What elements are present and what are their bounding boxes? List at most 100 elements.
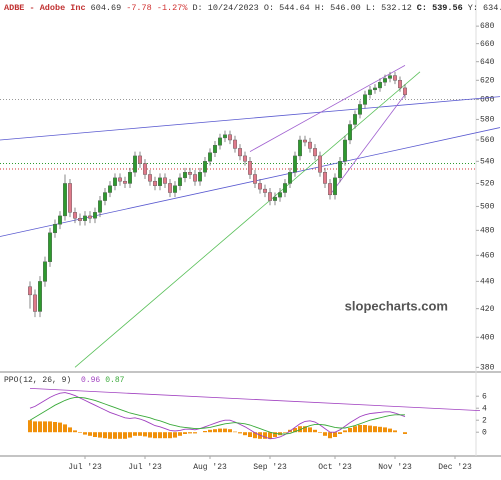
histogram-bar <box>368 425 372 433</box>
candle-body <box>393 75 398 81</box>
x-tick-label: Jul '23 <box>128 463 162 472</box>
histogram-bar <box>373 426 377 433</box>
x-tick-label: Aug '23 <box>193 463 227 472</box>
histogram-bar <box>283 432 287 433</box>
header-part: C: 539.56 <box>417 3 463 13</box>
histogram-bar <box>103 432 107 439</box>
candle-body <box>187 172 192 175</box>
candle-body <box>107 185 112 193</box>
histogram-bar <box>148 432 152 438</box>
histogram-bar <box>98 432 102 438</box>
candle-body <box>28 286 33 296</box>
histogram-bar <box>123 432 127 439</box>
candle-body <box>63 183 68 217</box>
y-tick-label: 460 <box>480 251 495 260</box>
candle-body <box>217 137 222 146</box>
histogram-bar <box>163 432 167 439</box>
candle-body <box>38 281 43 312</box>
histogram-bar <box>293 428 297 433</box>
histogram-bar <box>268 432 272 439</box>
candle-body <box>293 155 298 173</box>
candle-body <box>242 155 247 162</box>
candle-body <box>58 215 63 225</box>
histogram-bar <box>58 422 62 433</box>
legend-entry: 0.87 <box>105 376 124 385</box>
candle-body <box>33 294 38 312</box>
candle-body <box>147 174 152 182</box>
histogram-bar <box>348 428 352 433</box>
candle-body <box>157 177 162 186</box>
candle-body <box>202 161 207 173</box>
header-part: D: 10/24/2023 O: 544.64 H: 546.00 L: 532… <box>192 3 411 13</box>
candle-body <box>328 183 333 196</box>
histogram-bar <box>388 428 392 433</box>
trendline <box>249 65 406 152</box>
indicator-label: PPO(12, 26, 9) 0.96 0.87 <box>4 376 125 385</box>
candle-body <box>152 180 157 186</box>
y-tick-label: 500 <box>480 203 495 212</box>
histogram-bar <box>393 430 397 433</box>
candle-body <box>378 81 383 89</box>
candle-body <box>383 78 388 83</box>
histogram-bar <box>203 431 207 433</box>
header-part: 604.69 <box>91 3 122 13</box>
watermark: slopecharts.com <box>345 298 448 313</box>
histogram-bar <box>88 432 92 436</box>
candle-body <box>323 172 328 184</box>
histogram-bar <box>208 429 212 433</box>
candle-body <box>263 188 268 193</box>
histogram-bar <box>308 427 312 433</box>
histogram-bar <box>218 428 222 433</box>
indicator-y-tick-label: 6 <box>482 392 487 401</box>
candle-body <box>308 141 313 149</box>
histogram-bar <box>233 431 237 433</box>
indicator-name: PPO(12, 26, 9) <box>4 376 71 385</box>
histogram-bar <box>128 432 132 438</box>
histogram-bar <box>118 432 122 439</box>
candle-body <box>72 212 77 219</box>
histogram-bar <box>313 429 317 433</box>
histogram-bar <box>343 430 347 433</box>
y-tick-label: 600 <box>480 96 495 105</box>
histogram-bar <box>358 425 362 433</box>
indicator-y-tick-label: 4 <box>482 404 487 413</box>
histogram-bar <box>223 428 227 433</box>
candle-body <box>207 152 212 162</box>
histogram-bar <box>133 432 137 436</box>
candle-body <box>288 172 293 184</box>
candle-body <box>373 87 378 91</box>
candle-body <box>318 155 323 173</box>
x-tick-label: Jul '23 <box>68 463 102 472</box>
histogram-bar <box>323 432 327 436</box>
histogram-bar <box>63 424 67 433</box>
header-part: ADBE - Adobe Inc <box>4 3 86 13</box>
indicator-y-tick-label: 2 <box>482 416 487 425</box>
trendline <box>329 94 406 196</box>
histogram-bar <box>168 432 172 439</box>
candle-body <box>368 89 373 95</box>
y-tick-label: 540 <box>480 157 495 166</box>
trendline <box>29 388 481 411</box>
y-tick-label: 400 <box>480 333 495 342</box>
histogram-bar <box>303 426 307 433</box>
histogram-bar <box>378 426 382 433</box>
histogram-bar <box>83 432 87 435</box>
histogram-bar <box>253 432 257 439</box>
x-tick-label: Oct '23 <box>318 463 352 472</box>
histogram-bar <box>188 432 192 434</box>
histogram-bar <box>263 432 267 439</box>
histogram-bar <box>43 421 47 433</box>
candle-body <box>268 192 273 201</box>
histogram-bar <box>298 426 302 433</box>
histogram-bar <box>33 421 37 433</box>
candle-body <box>77 218 82 221</box>
y-tick-label: 440 <box>480 278 495 287</box>
y-tick-label: 420 <box>480 305 495 314</box>
candle-body <box>403 87 408 95</box>
candle-body <box>137 155 142 164</box>
y-tick-label: 620 <box>480 76 495 85</box>
candle-body <box>283 183 288 193</box>
candle-body <box>87 215 92 219</box>
y-tick-label: 560 <box>480 136 495 145</box>
candle-body <box>43 261 48 282</box>
